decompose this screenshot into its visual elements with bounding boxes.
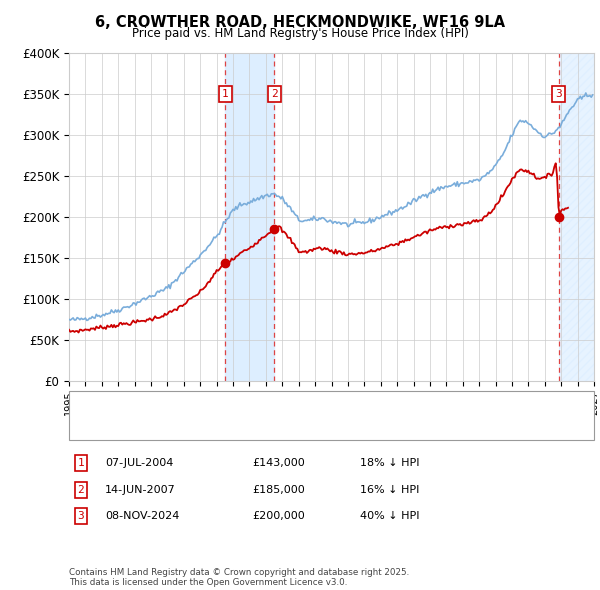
Text: 14-JUN-2007: 14-JUN-2007	[105, 485, 176, 494]
Text: HPI: Average price, detached house, Kirklees: HPI: Average price, detached house, Kirk…	[110, 422, 344, 432]
Text: Price paid vs. HM Land Registry's House Price Index (HPI): Price paid vs. HM Land Registry's House …	[131, 27, 469, 40]
Text: 18% ↓ HPI: 18% ↓ HPI	[360, 458, 419, 468]
Text: ——: ——	[80, 421, 104, 434]
Bar	[225, 53, 274, 381]
Text: £143,000: £143,000	[252, 458, 305, 468]
Text: 2: 2	[271, 89, 278, 99]
Text: 3: 3	[77, 512, 85, 521]
Text: 6, CROWTHER ROAD, HECKMONDWIKE, WF16 9LA: 6, CROWTHER ROAD, HECKMONDWIKE, WF16 9LA	[95, 15, 505, 30]
Text: 1: 1	[77, 458, 85, 468]
Text: 1: 1	[222, 89, 229, 99]
Text: 6, CROWTHER ROAD, HECKMONDWIKE, WF16 9LA (detached house): 6, CROWTHER ROAD, HECKMONDWIKE, WF16 9LA…	[110, 399, 466, 409]
Text: £185,000: £185,000	[252, 485, 305, 494]
Text: 16% ↓ HPI: 16% ↓ HPI	[360, 485, 419, 494]
Text: 07-JUL-2004: 07-JUL-2004	[105, 458, 173, 468]
Bar	[559, 53, 594, 381]
Text: 2: 2	[77, 485, 85, 494]
Text: Contains HM Land Registry data © Crown copyright and database right 2025.
This d: Contains HM Land Registry data © Crown c…	[69, 568, 409, 587]
Text: 3: 3	[556, 89, 562, 99]
Text: ——: ——	[80, 398, 104, 411]
Text: 40% ↓ HPI: 40% ↓ HPI	[360, 512, 419, 521]
Text: 08-NOV-2024: 08-NOV-2024	[105, 512, 179, 521]
Text: £200,000: £200,000	[252, 512, 305, 521]
